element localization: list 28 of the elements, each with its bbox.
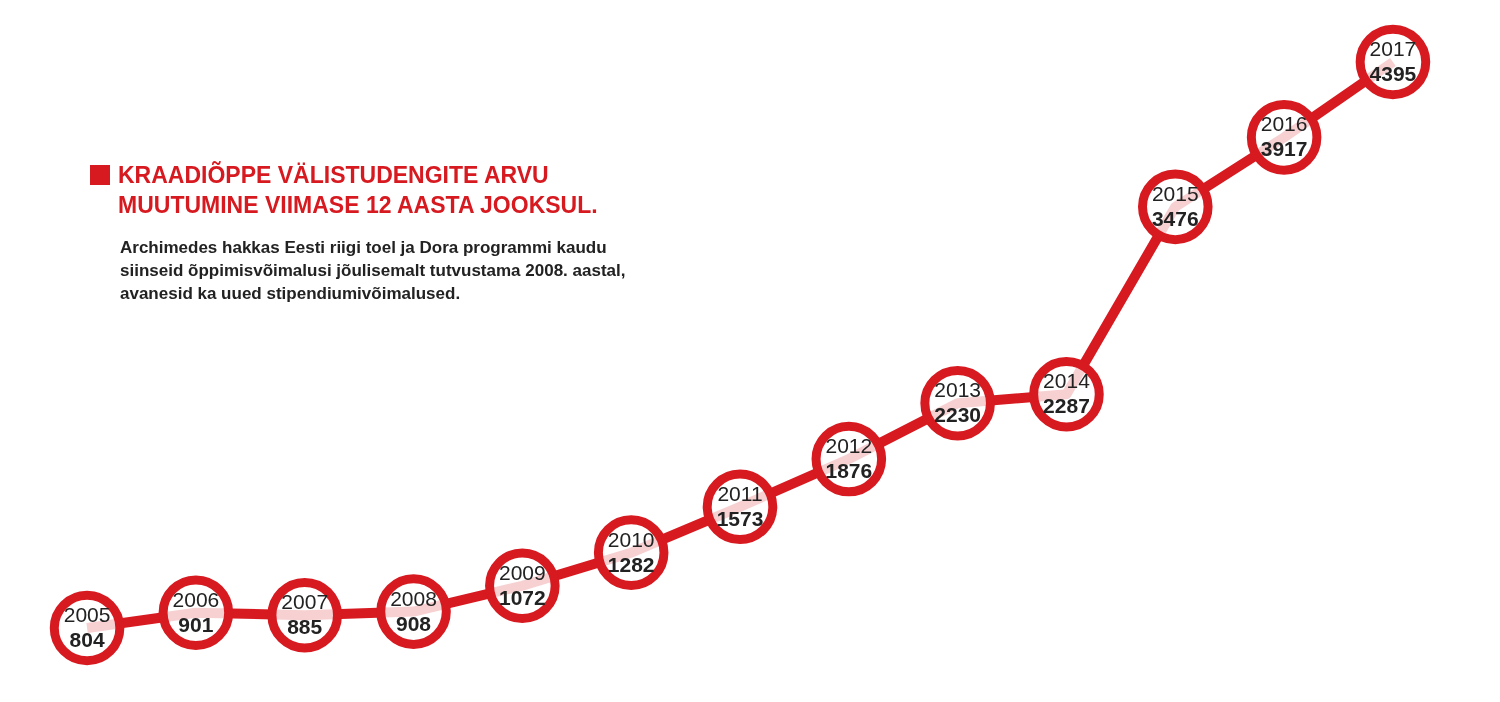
x-tick-label: 2013	[934, 378, 982, 402]
x-tick-label: 2011	[717, 481, 763, 505]
text: KRAADIÕPPE VÄLISTUDENGITE ARVU MUUTUMINE VIIMASE 12 AASTA JOOKSUL.	[118, 162, 598, 218]
data-label: 885	[287, 615, 323, 639]
data-label: 804	[69, 628, 105, 651]
x-tick-label: 2016	[1260, 112, 1308, 136]
data-label: 1282	[607, 552, 655, 576]
x-tick-label: 2010	[607, 527, 655, 551]
x-tick-label: 2017	[1369, 37, 1417, 60]
x-tick-label: 2014	[1043, 369, 1091, 393]
data-label: 1072	[498, 585, 546, 609]
data-label: 2287	[1043, 394, 1090, 418]
data-label: 3476	[1151, 206, 1199, 230]
x-tick-label: 2005	[63, 603, 111, 626]
x-tick-label: 2007	[281, 590, 329, 614]
data-label: 1876	[825, 459, 873, 483]
x-tick-label: 2015	[1151, 181, 1199, 205]
data-label: 2230	[934, 403, 982, 427]
data-label: 4395	[1369, 62, 1417, 85]
x-tick-label: 2008	[390, 586, 437, 610]
data-label: 908	[396, 611, 432, 635]
data-label: 3917	[1260, 137, 1308, 161]
data-label: 901	[178, 612, 214, 636]
x-tick-label: 2012	[825, 434, 873, 458]
x-tick-label: 2009	[498, 560, 546, 584]
text: Archimedes hakkas Eesti riigi toel ja Dora programmi kaudu siinseid õppimisvõimalusi jõulisemalt tutvustama 2008. aastal, avanesid ka uued stipendiumivõimalused.	[120, 237, 627, 305]
x-tick-label: 2006	[172, 587, 220, 611]
data-label: 1573	[716, 506, 764, 530]
